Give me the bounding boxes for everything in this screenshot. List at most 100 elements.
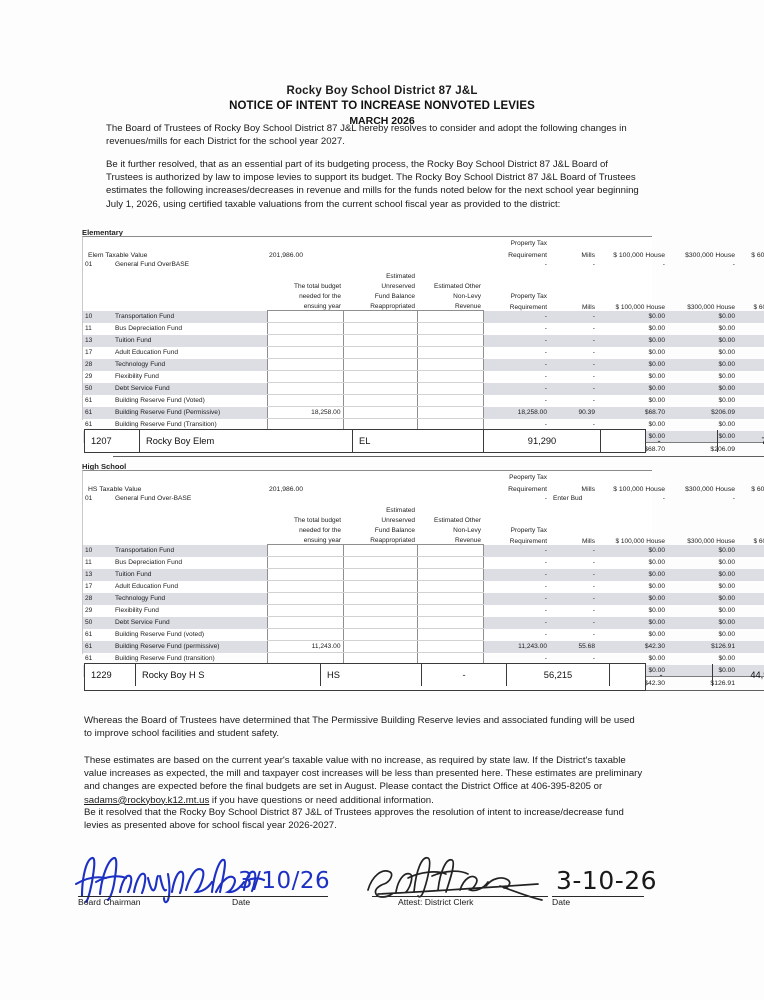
header-unreserved-l1: Estimated: [386, 273, 415, 280]
fund-nonlevy-input[interactable]: [416, 322, 484, 335]
fund-budget-input[interactable]: [266, 382, 344, 395]
fund-budget-input[interactable]: [266, 592, 344, 605]
fund-unreserved-input[interactable]: [342, 544, 418, 557]
summary-value-2: -: [600, 430, 718, 452]
fund-name: Debt Service Fund: [115, 619, 170, 626]
fund-nonlevy-input[interactable]: [416, 580, 484, 593]
fund-nonlevy-input[interactable]: [416, 592, 484, 605]
fund-budget-input[interactable]: [266, 580, 344, 593]
fund-nonlevy-input[interactable]: [416, 394, 484, 407]
fund-house-600k: $271.12: [737, 640, 764, 653]
fund-mills: -: [592, 325, 595, 332]
fund-budget-input[interactable]: 18,258.00: [266, 406, 344, 419]
clerk-signature-line: [372, 896, 548, 897]
fund-code: 11: [85, 325, 92, 332]
fund-budget-input[interactable]: [266, 628, 344, 641]
fund-name: Adult Education Fund: [115, 349, 179, 356]
fund-budget-input[interactable]: 11,243.00: [266, 640, 344, 653]
hs-header-budget-l2: needed for the: [299, 527, 341, 534]
hs-taxable-value-amount: 201,986.00: [269, 486, 304, 493]
fund-nonlevy-input[interactable]: [416, 556, 484, 569]
fund-nonlevy-input[interactable]: [416, 544, 484, 557]
fund-nonlevy-input[interactable]: [416, 310, 484, 323]
fund-budget-input[interactable]: [266, 604, 344, 617]
district-email-link[interactable]: sadams@rockyboy.k12.mt.us: [84, 794, 210, 806]
fund-nonlevy-input[interactable]: [416, 568, 484, 581]
fund-property-tax-requirement: -: [544, 571, 547, 578]
fund-house-300k: $0.00: [718, 547, 735, 554]
table-row: 61 Building Reserve Fund (transition) - - $0…: [83, 652, 764, 665]
fund-nonlevy-input[interactable]: [416, 346, 484, 359]
fund-budget-input[interactable]: [266, 568, 344, 581]
fund-property-tax-requirement: -: [544, 559, 547, 566]
fund-unreserved-input[interactable]: [342, 640, 418, 653]
fund-nonlevy-input[interactable]: [416, 604, 484, 617]
fund-property-tax-requirement: -: [544, 595, 547, 602]
fund-unreserved-input[interactable]: [342, 370, 418, 383]
fund-unreserved-input[interactable]: [342, 568, 418, 581]
fund-nonlevy-input[interactable]: [416, 616, 484, 629]
fund-house-300k: $0.00: [718, 361, 735, 368]
fund-name: Building Reserve Fund (Permissive): [115, 409, 221, 416]
hs-header-nonlevy-l1: Estimated Other: [434, 517, 481, 524]
fund-unreserved-input[interactable]: [342, 592, 418, 605]
fund-code: 17: [85, 583, 93, 590]
fund-nonlevy-input[interactable]: [416, 406, 484, 419]
fund-unreserved-input[interactable]: [342, 604, 418, 617]
hs-summary-district-type: HS: [320, 664, 422, 686]
total-house-600k: $440.28: [737, 442, 764, 457]
chairman-date-handwritten: 3/10/26: [238, 868, 331, 894]
fund-budget-input[interactable]: [266, 334, 344, 347]
section-label-elementary: Elementary: [82, 228, 123, 237]
fund-house-600k: $0.00: [737, 370, 764, 383]
fund-nonlevy-input[interactable]: [416, 334, 484, 347]
fund-unreserved-input[interactable]: [342, 628, 418, 641]
fund-unreserved-input[interactable]: [342, 580, 418, 593]
fund-nonlevy-input[interactable]: [416, 358, 484, 371]
fund-unreserved-input[interactable]: [342, 334, 418, 347]
fund-unreserved-input[interactable]: [342, 616, 418, 629]
general-fund-mills: -: [592, 261, 595, 268]
fund-budget-input[interactable]: [266, 394, 344, 407]
fund-unreserved-input[interactable]: [342, 406, 418, 419]
fund-nonlevy-input[interactable]: [416, 628, 484, 641]
hs-top-header-row: Peoperty Tax: [83, 471, 764, 481]
fund-nonlevy-input[interactable]: [416, 640, 484, 653]
fund-name: Technology Fund: [115, 595, 166, 602]
fund-budget-input[interactable]: [266, 370, 344, 383]
fund-nonlevy-input[interactable]: [416, 382, 484, 395]
fund-code: 61: [85, 643, 93, 650]
hs-header-unreserved-l1: Estimated: [386, 507, 415, 514]
fund-unreserved-input[interactable]: [342, 394, 418, 407]
fund-unreserved-input[interactable]: [342, 556, 418, 569]
fund-name: Building Reserve Fund (transition): [115, 655, 215, 662]
estimates-text-1: These estimates are based on the current…: [84, 755, 643, 793]
fund-property-tax-requirement: -: [544, 655, 547, 662]
fund-unreserved-input[interactable]: [342, 358, 418, 371]
summary-row-highschool: 1229 Rocky Boy H S HS - 56,215 - 44,972.…: [85, 664, 764, 686]
fund-property-tax-requirement: -: [544, 421, 547, 428]
fund-house-600k: $0.00: [737, 358, 764, 371]
fund-unreserved-input[interactable]: [342, 310, 418, 323]
fund-unreserved-input[interactable]: [342, 346, 418, 359]
header-unreserved-l3: Fund Balance: [374, 293, 415, 300]
fund-budget-input[interactable]: [266, 358, 344, 371]
fund-nonlevy-input[interactable]: [416, 418, 484, 431]
fund-mills: -: [592, 559, 595, 566]
fund-nonlevy-input[interactable]: [416, 370, 484, 383]
fund-unreserved-input[interactable]: [342, 322, 418, 335]
fund-unreserved-input[interactable]: [342, 382, 418, 395]
fund-house-100k: $0.00: [648, 313, 665, 320]
fund-house-300k: $0.00: [718, 607, 735, 614]
fund-budget-input[interactable]: [266, 556, 344, 569]
fund-budget-input[interactable]: [266, 616, 344, 629]
fund-budget-input[interactable]: [266, 310, 344, 323]
fund-budget-input[interactable]: [266, 322, 344, 335]
elementary-taxable-value-row: Elem Taxable Value 201,986.00 Requiremen…: [83, 247, 764, 259]
taxable-value-amount: 201,986.00: [269, 252, 304, 259]
hs-colhdr-3: needed for the Fund Balance Non-Levy Pro…: [83, 524, 764, 534]
fund-budget-input[interactable]: [266, 544, 344, 557]
fund-budget-input[interactable]: [266, 346, 344, 359]
